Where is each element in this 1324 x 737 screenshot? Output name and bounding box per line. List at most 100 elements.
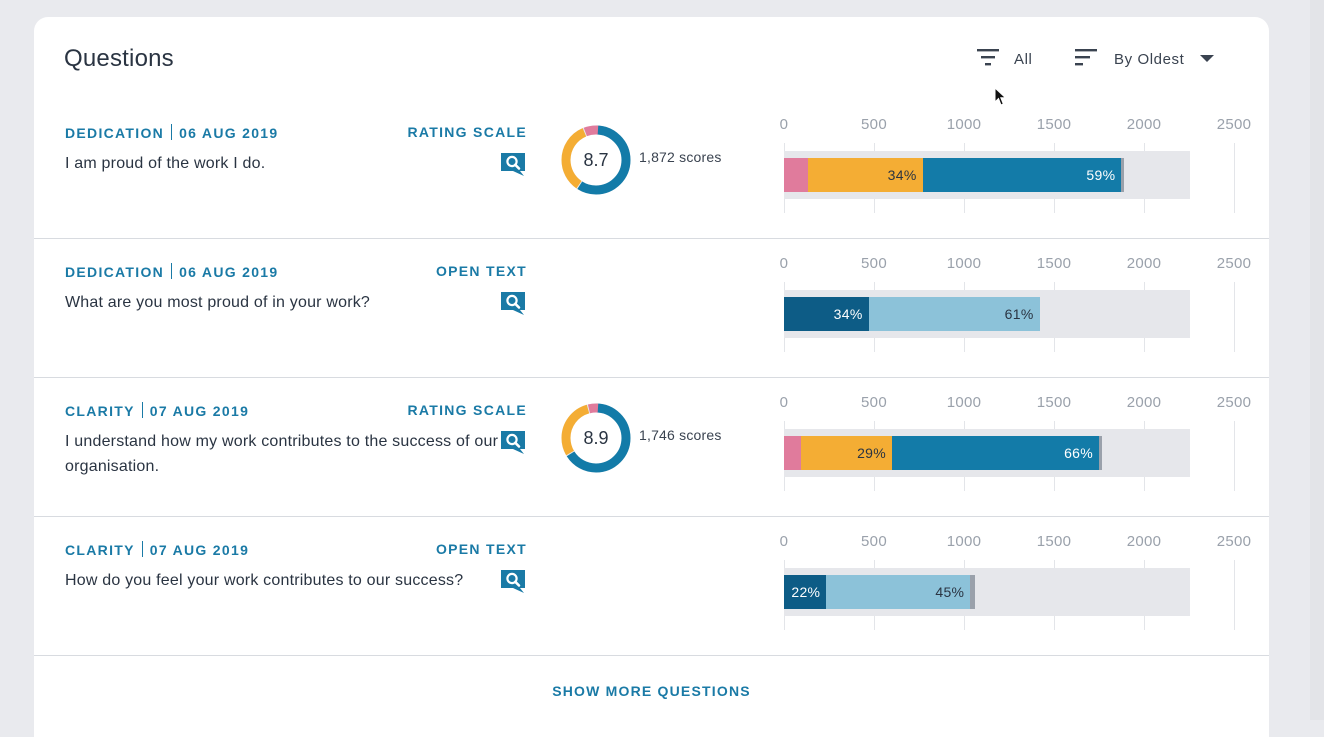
axis-tick-label: 2500 — [1216, 255, 1252, 272]
view-comments-button[interactable] — [500, 291, 526, 316]
bar-segment: 34% — [784, 297, 869, 331]
page-title: Questions — [64, 45, 174, 72]
axis-tick-label: 1500 — [1036, 255, 1072, 272]
filter-icon — [976, 47, 1000, 72]
show-more-questions-button[interactable]: SHOW MORE QUESTIONS — [552, 683, 751, 699]
axis-tick-label: 500 — [861, 255, 887, 272]
question-meta: CLARITY 07 AUG 2019 — [65, 541, 249, 558]
axis-tick-label: 0 — [779, 255, 789, 272]
question-category: CLARITY — [65, 403, 135, 419]
question-date: 06 AUG 2019 — [179, 264, 279, 280]
question-meta: DEDICATION 06 AUG 2019 — [65, 124, 278, 141]
bar-segment-label: 45% — [935, 584, 965, 600]
axis-tick-label: 0 — [779, 533, 789, 550]
axis-tick-label: 1000 — [946, 116, 982, 133]
donut-segment — [561, 403, 631, 473]
response-chart: 0 500 1000 1500 2000 2500 34% 61% — [774, 239, 1254, 378]
bar-remainder — [970, 575, 975, 609]
question-date: 07 AUG 2019 — [149, 542, 250, 558]
score-count: 1,746 scores — [639, 427, 722, 443]
question-date: 06 AUG 2019 — [179, 125, 279, 141]
score-value: 8.7 — [583, 150, 608, 170]
axis-tick-label: 2000 — [1126, 533, 1162, 550]
comment-search-icon — [500, 153, 526, 181]
axis-gridline — [1234, 560, 1235, 630]
question-meta: DEDICATION 06 AUG 2019 — [65, 263, 278, 280]
row-divider — [34, 377, 1269, 378]
bar-segment: 66% — [892, 436, 1099, 470]
axis-tick-label: 2000 — [1126, 394, 1162, 411]
question-category: CLARITY — [65, 542, 135, 558]
axis-gridline — [1234, 421, 1235, 491]
bar-segment — [784, 158, 809, 192]
question-category: DEDICATION — [65, 264, 165, 280]
chevron-down-icon — [1200, 50, 1215, 68]
axis-tick-label: 1000 — [946, 533, 982, 550]
donut-segment — [561, 125, 631, 195]
axis-gridline — [1234, 143, 1235, 213]
score-donut: 8.7 — [560, 124, 632, 196]
bar-segment-label: 59% — [1086, 167, 1116, 183]
bar-segment — [784, 436, 802, 470]
axis-tick-label: 1000 — [946, 394, 982, 411]
comment-search-icon — [500, 292, 526, 320]
row-divider — [34, 516, 1269, 517]
axis-tick-label: 2500 — [1216, 116, 1252, 133]
view-comments-button[interactable] — [500, 430, 526, 455]
axis-tick-label: 0 — [779, 116, 789, 133]
axis-tick-label: 0 — [779, 394, 789, 411]
comment-search-icon — [500, 431, 526, 459]
response-chart: 0 500 1000 1500 2000 2500 22% 45% — [774, 517, 1254, 656]
bar-segment: 45% — [826, 575, 971, 609]
score-value: 8.9 — [583, 428, 608, 448]
score-donut: 8.9 — [560, 402, 632, 474]
row-divider — [34, 655, 1269, 656]
question-row: CLARITY 07 AUG 2019 RATING SCALE I understa… — [34, 378, 1269, 517]
bar-segment-label: 29% — [857, 445, 886, 461]
bar-segment-label: 22% — [791, 584, 821, 600]
meta-separator — [171, 124, 173, 140]
axis-tick-label: 500 — [861, 116, 887, 133]
axis-tick-label: 1000 — [946, 255, 982, 272]
axis-tick-label: 500 — [861, 394, 887, 411]
bar-remainder — [1121, 158, 1125, 192]
axis-tick-label: 2500 — [1216, 533, 1252, 550]
bar-segment-label: 34% — [887, 167, 917, 183]
view-comments-button[interactable] — [500, 152, 526, 177]
question-type: RATING SCALE — [407, 124, 527, 140]
question-date: 07 AUG 2019 — [149, 403, 250, 419]
meta-separator — [141, 402, 143, 418]
view-comments-button[interactable] — [500, 569, 526, 594]
question-text: I am proud of the work I do. — [65, 155, 266, 172]
axis-tick-label: 1500 — [1036, 533, 1072, 550]
meta-separator — [171, 263, 173, 279]
bar-segment-label: 61% — [1004, 306, 1034, 322]
question-row: DEDICATION 06 AUG 2019 RATING SCALE I am pr… — [34, 100, 1269, 239]
comment-search-icon — [500, 570, 526, 598]
page-scrollbar[interactable] — [1310, 0, 1324, 720]
question-category: DEDICATION — [65, 125, 165, 141]
bar-segment: 29% — [801, 436, 892, 470]
question-row: DEDICATION 06 AUG 2019 OPEN TEXT What are y… — [34, 239, 1269, 378]
meta-separator — [141, 541, 143, 557]
axis-tick-label: 500 — [861, 533, 887, 550]
question-type: OPEN TEXT — [435, 541, 527, 557]
filter-label: All — [1014, 50, 1033, 68]
question-row: CLARITY 07 AUG 2019 OPEN TEXT How do you fe… — [34, 517, 1269, 656]
score-count: 1,872 scores — [639, 149, 722, 165]
question-text: How do you feel your work contributes to… — [65, 572, 464, 589]
bar-segment: 34% — [808, 158, 923, 192]
axis-tick-label: 1500 — [1036, 394, 1072, 411]
question-type: OPEN TEXT — [435, 263, 527, 279]
filter-button[interactable]: All — [976, 47, 1032, 71]
bar-segment-label: 66% — [1064, 445, 1093, 461]
bar-segment: 59% — [922, 158, 1122, 192]
sort-dropdown[interactable]: By Oldest — [1074, 47, 1215, 71]
axis-tick-label: 1500 — [1036, 116, 1072, 133]
question-text: What are you most proud of in your work? — [65, 294, 371, 311]
mouse-cursor-icon — [994, 86, 1008, 112]
axis-tick-label: 2500 — [1216, 394, 1252, 411]
question-meta: CLARITY 07 AUG 2019 — [65, 402, 249, 419]
bar-segment: 22% — [784, 575, 827, 609]
question-type: RATING SCALE — [407, 402, 527, 418]
